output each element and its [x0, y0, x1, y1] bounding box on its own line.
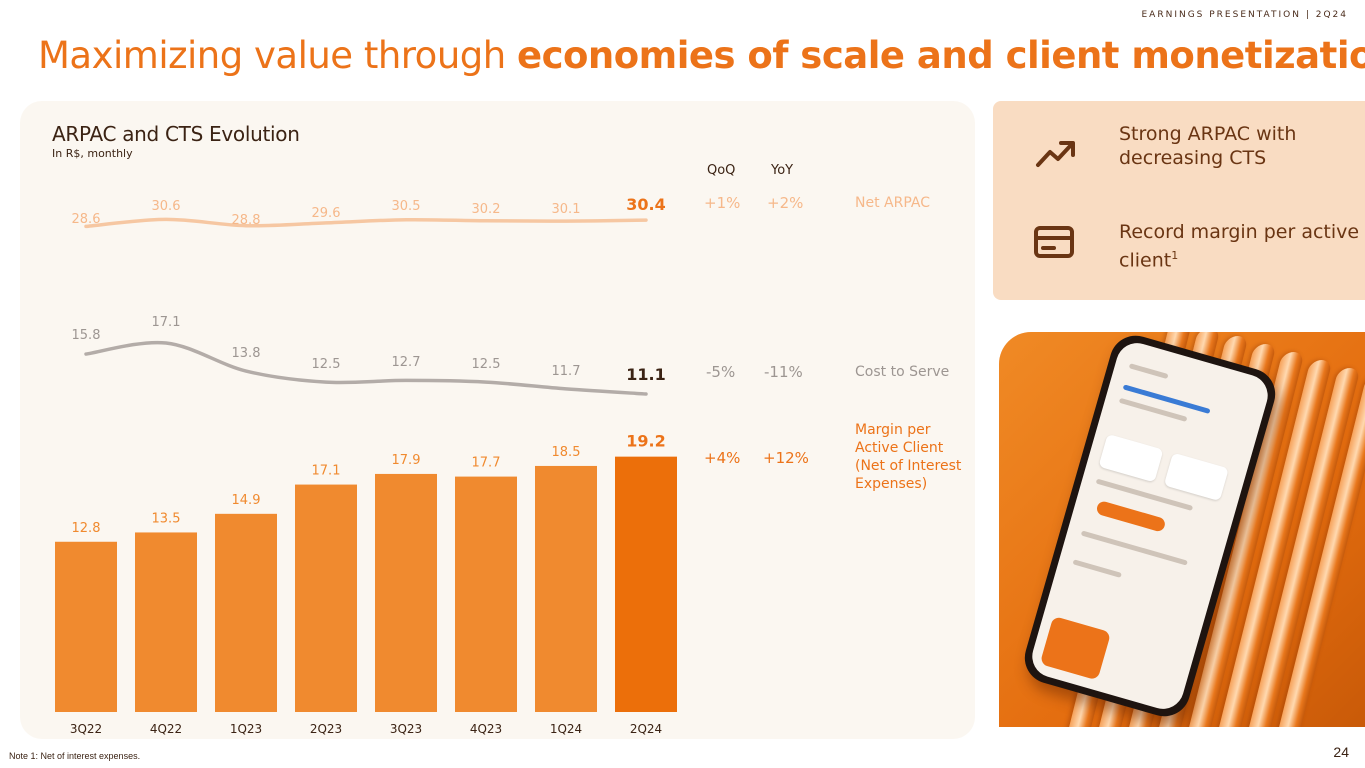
screen-line: [1080, 530, 1188, 566]
cts-point-label: 12.5: [312, 357, 341, 372]
cts-point-label: 11.7: [552, 364, 581, 379]
product-image: [999, 332, 1365, 727]
margin-yoy: +12%: [763, 449, 809, 467]
arpac-point-label: 30.4: [626, 195, 665, 214]
cts-point-label: 15.8: [72, 328, 101, 343]
highlight-strong-arpac: Strong ARPAC with decreasing CTS: [1119, 122, 1365, 170]
column-header-yoy: YoY: [771, 163, 794, 178]
margin-bar: [535, 465, 597, 712]
margin-bar: [615, 456, 677, 712]
highlight-strong-arpac-text: Strong ARPAC with decreasing CTS: [1119, 123, 1297, 169]
cts-point-label: 13.8: [232, 346, 261, 361]
cts-qoq: -5%: [706, 363, 736, 381]
x-axis-tick-label: 2Q24: [630, 722, 662, 736]
arpac-qoq: +1%: [704, 194, 741, 212]
arpac-point-label: 28.8: [232, 213, 261, 228]
arpac-point-label: 30.2: [472, 202, 501, 217]
margin-bar-label: 12.8: [72, 521, 101, 536]
x-axis-tick-label: 2Q23: [310, 722, 342, 736]
screen-progress: [1122, 384, 1211, 414]
cts-point-label: 12.7: [392, 355, 421, 370]
screen-card-orange: [1039, 615, 1112, 681]
arpac-line: [84, 217, 648, 229]
arpac-yoy: +2%: [767, 194, 804, 212]
highlights-panel: [993, 101, 1365, 300]
highlight-record-margin-text: Record margin per active client: [1119, 221, 1360, 272]
cts-point-label: 12.5: [472, 357, 501, 372]
margin-label: Margin per Active Client (Net of Interes…: [855, 422, 962, 492]
x-axis-tick-label: 3Q22: [70, 722, 102, 736]
cts-line: [84, 340, 648, 396]
margin-bar-label: 13.5: [152, 511, 181, 526]
margin-bar-label: 18.5: [552, 445, 581, 460]
margin-bar: [135, 532, 197, 712]
title-emphasis: economies of scale and client monetizati…: [516, 34, 1365, 77]
page-title: Maximizing value through economies of sc…: [38, 34, 1365, 77]
arpac-point-label: 29.6: [312, 206, 341, 221]
presentation-tag: EARNINGS PRESENTATION | 2Q24: [1141, 10, 1348, 20]
title-prefix: Maximizing value through: [38, 34, 517, 77]
arpac-point-label: 28.6: [72, 212, 101, 227]
chart-subtitle: In R$, monthly: [52, 147, 133, 160]
arpac-point-label: 30.5: [392, 199, 421, 214]
screen-card: [1098, 433, 1164, 483]
cts-point-label: 11.1: [626, 365, 665, 384]
margin-bar: [295, 484, 357, 712]
x-axis-tick-label: 1Q24: [550, 722, 582, 736]
screen-card: [1163, 452, 1229, 502]
screen-button: [1095, 499, 1167, 533]
margin-bar-label: 17.7: [472, 456, 501, 471]
x-axis-tick-label: 1Q23: [230, 722, 262, 736]
margin-bar: [215, 513, 277, 712]
footnote-marker: 1: [1171, 249, 1179, 262]
cts-yoy: -11%: [764, 363, 803, 381]
column-header-qoq: QoQ: [707, 163, 736, 178]
margin-bar-label: 14.9: [232, 493, 261, 508]
page-number: 24: [1333, 744, 1349, 760]
arpac-label: Net ARPAC: [855, 195, 930, 211]
margin-bar: [375, 473, 437, 712]
credit-card-icon: [1034, 226, 1074, 258]
margin-bar: [455, 476, 517, 712]
screen-line: [1072, 559, 1122, 578]
margin-bar-label: 19.2: [626, 432, 665, 451]
arpac-point-label: 30.6: [152, 199, 181, 214]
cts-point-label: 17.1: [152, 315, 181, 330]
x-axis-tick-label: 4Q23: [470, 722, 502, 736]
arpac-point-label: 30.1: [552, 202, 581, 217]
x-axis-tick-label: 4Q22: [150, 722, 182, 736]
screen-line: [1128, 363, 1169, 380]
trending-up-icon: [1036, 141, 1075, 167]
highlight-record-margin: Record margin per active client1: [1119, 220, 1365, 272]
x-axis-tick-label: 3Q23: [390, 722, 422, 736]
margin-bar-label: 17.1: [312, 464, 341, 479]
cts-label: Cost to Serve: [855, 364, 950, 380]
margin-bar: [55, 541, 117, 712]
chart-title: ARPAC and CTS Evolution: [52, 122, 300, 146]
footnote: Note 1: Net of interest expenses.: [9, 751, 141, 761]
margin-bar-label: 17.9: [392, 453, 421, 468]
margin-qoq: +4%: [704, 449, 741, 467]
